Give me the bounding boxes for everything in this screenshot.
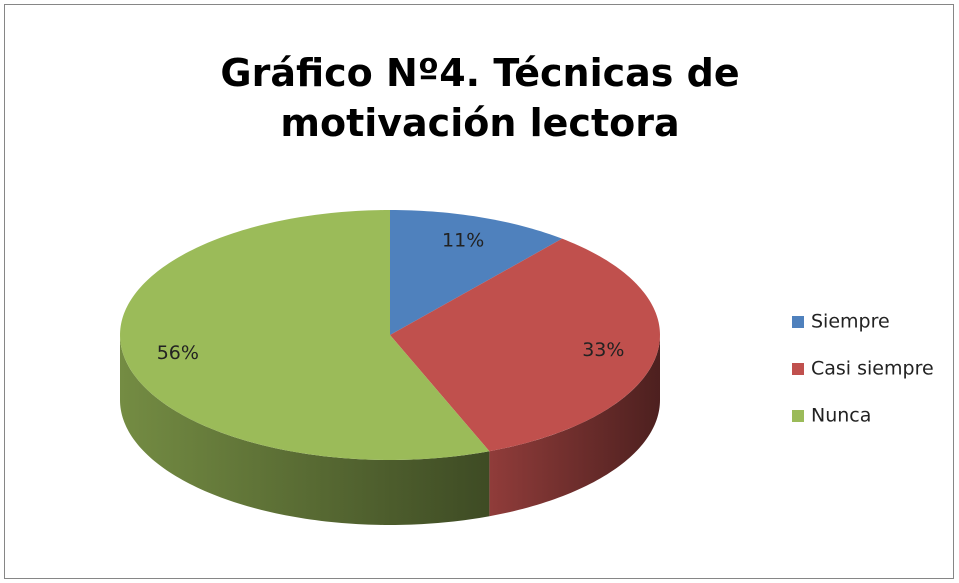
data-label: 33% [582,339,624,361]
pie-side [120,335,490,525]
chart-title: Gráfico Nº4. Técnicas de motivación lecto… [220,51,739,145]
legend-swatch [792,363,804,375]
legend-label: Casi siempre [811,358,934,380]
legend-swatch [792,316,804,328]
chart-title-text: Gráfico Nº4. Técnicas de motivación lecto… [220,51,739,145]
pie-slice [390,238,660,452]
data-label: 11% [442,229,484,251]
legend-swatch [792,410,804,422]
pie-slice [390,210,563,335]
legend-label: Siempre [811,311,890,333]
legend-label: Nunca [811,405,871,427]
data-label: 56% [157,342,199,364]
pie-side [489,335,660,517]
pie-slice [120,210,490,460]
